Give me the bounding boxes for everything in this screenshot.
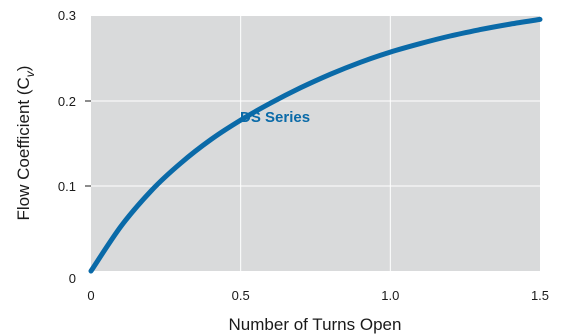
y-axis-title-main: Flow Coefficient (C — [14, 77, 33, 220]
plot-area — [91, 16, 540, 271]
x-tick-label: 1.5 — [531, 288, 549, 303]
series-layer: DS Series — [88, 16, 543, 274]
grid-lines — [91, 16, 540, 271]
x-axis-title: Number of Turns Open — [229, 315, 402, 334]
series-line — [88, 16, 543, 274]
series-label: DS Series — [240, 109, 310, 126]
y-tick-label: 0.2 — [58, 94, 76, 109]
axis-ticks: 0 0.5 1.0 1.5 0 0.1 0.2 0.3 — [58, 8, 549, 303]
y-tick-label: 0 — [69, 271, 76, 286]
y-axis-title-close: ) — [14, 66, 33, 72]
y-tick-label: 0.1 — [58, 179, 76, 194]
x-tick-label: 0.5 — [232, 288, 250, 303]
x-tick-label: 1.0 — [381, 288, 399, 303]
y-axis-title: Flow Coefficient (Cv) — [14, 66, 37, 221]
x-tick-label: 0 — [87, 288, 94, 303]
y-axis-title-subscript: v — [23, 70, 37, 77]
y-tick-label: 0.3 — [58, 8, 76, 23]
